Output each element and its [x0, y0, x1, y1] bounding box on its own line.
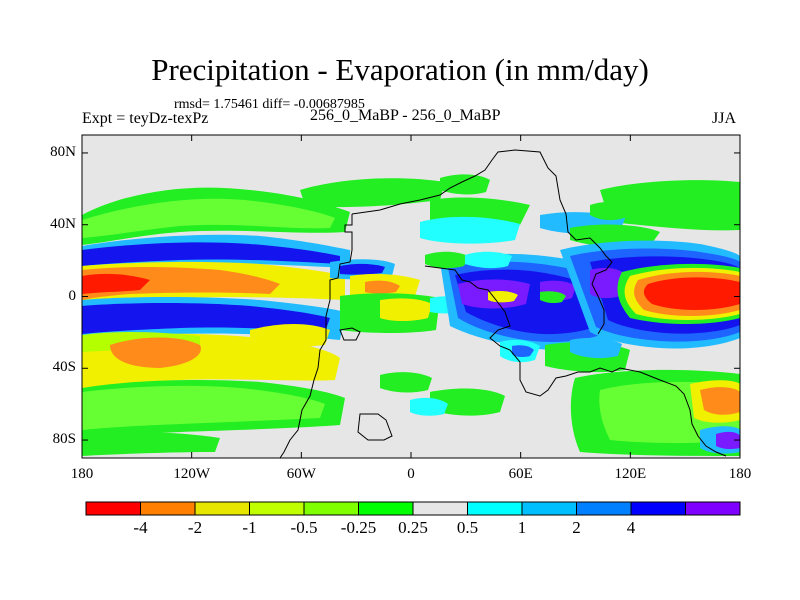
field-region — [430, 388, 505, 416]
lat-label: 0 — [68, 287, 77, 304]
field-region — [590, 267, 625, 299]
lon-label: 120W — [173, 466, 210, 482]
colorbar-swatch — [576, 501, 632, 516]
continent-outline — [279, 214, 353, 458]
field-region — [716, 431, 740, 450]
case-label: 256_0_MaBP - 256_0_MaBP — [310, 107, 501, 124]
field-region — [82, 432, 220, 456]
field-region — [512, 345, 534, 358]
colorbar-label: 0.25 — [398, 518, 428, 537]
colorbar-swatch — [140, 501, 196, 516]
continent-outline — [339, 327, 361, 341]
colorbar-swatch — [303, 501, 359, 516]
colorbar-label: 0.5 — [456, 518, 479, 537]
lat-label: 40N — [50, 215, 76, 232]
field-region — [82, 273, 150, 294]
colorbar-swatch — [358, 501, 414, 516]
experiment-label: Expt = teyDz-texPz — [82, 110, 209, 127]
lon-label: 60W — [286, 466, 316, 482]
field-region — [643, 277, 740, 310]
colorbar-label: -1 — [242, 518, 257, 537]
colorbar-swatch — [685, 501, 741, 516]
field-region — [82, 198, 335, 238]
colorbar-swatch — [521, 501, 577, 516]
coastlines — [279, 149, 727, 458]
axis-ticks — [81, 135, 741, 458]
field-region — [300, 178, 445, 208]
field-region — [380, 372, 432, 393]
lon-label: 180 — [70, 466, 94, 482]
chart-title: Precipitation - Evaporation (in mm/day) — [151, 52, 649, 87]
colorbar-swatch — [194, 501, 250, 516]
colorbar-swatch — [412, 501, 468, 516]
lat-label: 40S — [52, 359, 76, 376]
field-region — [465, 251, 512, 269]
field-region — [82, 385, 325, 430]
lon-label: 120E — [614, 466, 647, 482]
lon-label: 0 — [407, 466, 415, 482]
lon-label: 180 — [728, 466, 752, 482]
stats-label: rmsd= 1.75461 diff= -0.00687985 — [174, 97, 365, 112]
field-layer — [82, 174, 740, 456]
field-region — [700, 387, 740, 415]
colorbar-swatch — [630, 501, 686, 516]
field-region — [82, 267, 280, 300]
field-region — [340, 263, 385, 275]
colorbar-swatch — [467, 501, 523, 516]
colorbar-label: 4 — [626, 518, 636, 537]
field-region — [540, 291, 566, 304]
colorbar-label: 1 — [517, 518, 527, 537]
colorbar-label: -2 — [187, 518, 203, 537]
lat-label: 80N — [50, 143, 76, 160]
field-region — [425, 251, 468, 269]
season-label: JJA — [712, 110, 737, 127]
lat-label: 80S — [52, 431, 76, 448]
field-region — [110, 337, 201, 368]
lon-label: 60E — [508, 466, 533, 482]
colorbar-label: 2 — [572, 518, 581, 537]
field-region — [410, 397, 448, 416]
colorbar-swatch — [249, 501, 305, 516]
field-region — [82, 242, 340, 266]
field-region — [380, 298, 432, 321]
field-region — [365, 280, 400, 294]
colorbar-label: -0.5 — [290, 518, 318, 537]
field-region — [250, 324, 330, 347]
field-region — [440, 174, 490, 195]
colorbar-label: -0.25 — [340, 518, 377, 537]
field-region — [590, 202, 628, 221]
field-region — [600, 180, 740, 231]
continent-outline — [424, 265, 727, 457]
field-region — [420, 216, 520, 244]
colorbar — [85, 501, 741, 516]
field-region — [570, 337, 622, 359]
colorbar-swatch — [85, 501, 141, 516]
colorbar-label: -4 — [133, 518, 148, 537]
continent-outline — [351, 149, 613, 335]
continent-outline — [357, 413, 393, 441]
